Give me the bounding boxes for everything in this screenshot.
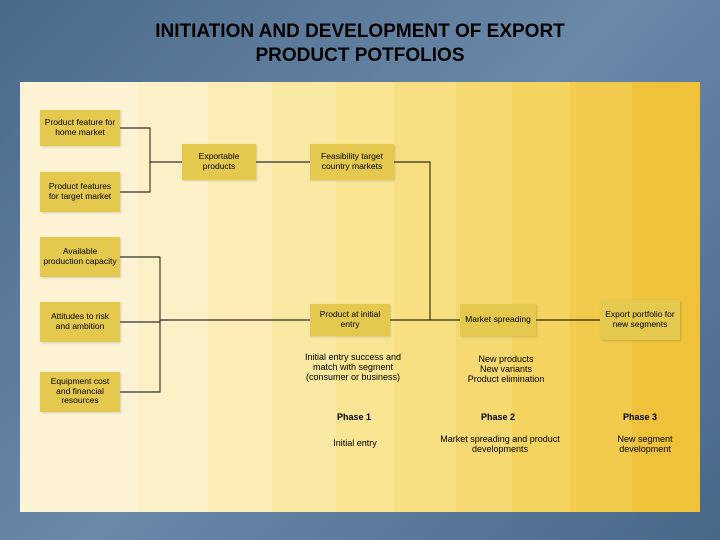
flow-node: Product feature for home market [40,110,120,146]
flow-node: Equipment cost and financial resources [40,372,120,412]
title-line-2: PRODUCT POTFOLIOS [256,45,465,66]
page-title: INITIATION AND DEVELOPMENT OF EXPORT PRO… [18,20,702,68]
flow-node: Available production capacity [40,237,120,277]
diagram-label: Initial entry success and match with seg… [298,352,408,383]
diagram-label: New productsNew variantsProduct eliminat… [460,354,552,385]
diagram-label: Phase 1 [324,412,384,422]
diagram-label: New segment development [600,434,690,455]
flow-node: Product features for target market [40,172,120,212]
flow-diagram: Product feature for home market Product f… [20,82,700,512]
flow-node: Market spreading [460,304,536,336]
flow-node: Attitudes to risk and ambition [40,302,120,342]
diagram-label: Phase 2 [468,412,528,422]
title-line-1: INITIATION AND DEVELOPMENT OF EXPORT [155,21,565,42]
flow-node: Export portfolio for new segments [600,300,680,340]
flow-node: Product at initial entry [310,304,390,336]
flow-node: Feasibility target country markets [310,144,394,180]
diagram-label: Market spreading and product development… [440,434,560,455]
diagram-label: Initial entry [320,438,390,448]
flow-node: Exportable products [182,144,256,180]
background-band [20,82,138,512]
diagram-label: Phase 3 [610,412,670,422]
